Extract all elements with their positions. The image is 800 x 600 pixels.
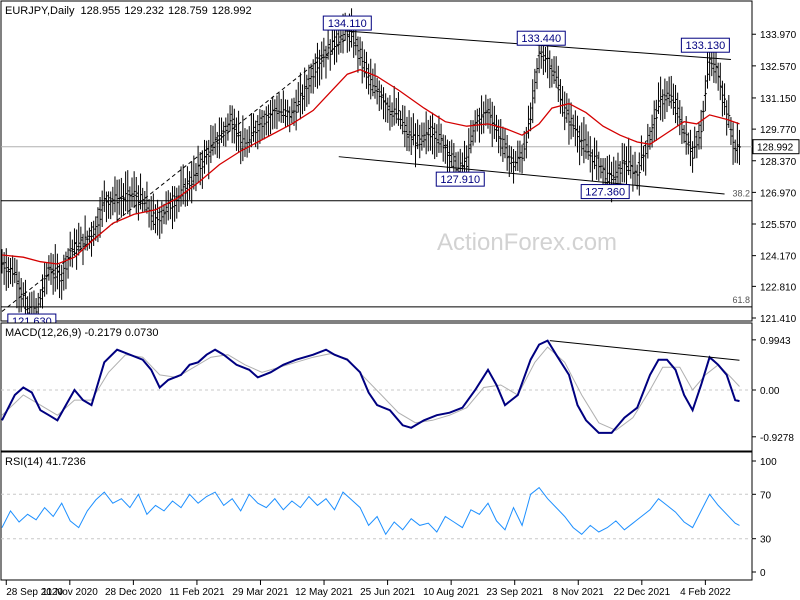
price-y-tick-label: 122.810: [760, 282, 797, 293]
rsi-panel: RSI(14) 41.7236 100 70 30 0: [0, 451, 777, 581]
rsi-label: RSI(14) 41.7236: [5, 456, 86, 468]
rsi-y-tick-label: 70: [760, 490, 772, 501]
price-y-tick-label: 132.570: [760, 62, 797, 73]
macd-y-tick-label: 0.00: [760, 386, 780, 397]
annotation-box: [322, 15, 372, 31]
annotation-label: 133.130: [685, 40, 725, 52]
annotation-box: [680, 37, 730, 53]
x-tick-label: 25 Jun 2021: [360, 587, 415, 598]
price-annotation: 127.360: [580, 184, 630, 200]
rsi-y-tick-label: 0: [760, 568, 766, 579]
annotation-box: [435, 171, 485, 187]
price-y-tick-label: 125.570: [760, 220, 797, 231]
x-tick-label: 11 Feb 2021: [169, 587, 225, 598]
last-price-label: 128.992: [757, 143, 794, 154]
macd-panel: MACD(12,26,9) -0.2179 0.0730 0.9943 0.00 -…: [0, 322, 794, 452]
x-tick-label: 8 Nov 2021: [553, 587, 605, 598]
annotation-label: 133.440: [521, 33, 561, 45]
annotation-label: 134.110: [328, 18, 367, 30]
price-y-tick-label: 126.970: [760, 188, 797, 199]
chart-title: EURJPY,Daily 128.955 129.232 128.759 128.992: [5, 5, 252, 17]
price-y-tick-label: 133.970: [760, 30, 797, 41]
fibo-level-label: 61.8: [732, 295, 750, 305]
price-y-tick-label: 124.170: [760, 252, 797, 263]
price-annotation: 127.910: [435, 171, 485, 187]
trendline: [338, 156, 725, 195]
rsi-y-tick-label: 100: [760, 457, 777, 468]
x-tick-label: 10 Aug 2021: [423, 587, 480, 598]
price-bars: [0, 8, 741, 331]
price-y-tick-label: 131.150: [760, 94, 797, 105]
annotation-box: [516, 30, 566, 46]
price-y-tick-label: 128.370: [760, 157, 797, 168]
macd-trendline: [549, 340, 740, 361]
fibo-level-label: 38.2: [732, 189, 750, 199]
x-tick-label: 4 Feb 2022: [680, 587, 731, 598]
last-price-box: [752, 139, 800, 155]
annotation-label: 127.910: [440, 174, 480, 186]
price-y-tick-label: 129.770: [760, 125, 797, 136]
rsi-y-tick-label: 30: [760, 535, 772, 546]
price-annotation: 133.440: [516, 30, 566, 46]
macd-y-tick-label: -0.9278: [760, 433, 794, 444]
rsi-line: [1, 486, 740, 536]
x-tick-label: 11 Nov 2020: [42, 587, 98, 598]
ema-line: [1, 69, 740, 265]
x-tick-label: 29 Mar 2021: [232, 587, 289, 598]
macd-line: [1, 339, 740, 434]
x-tick-label: 22 Dec 2021: [613, 587, 670, 598]
price-annotation: 134.110: [322, 15, 372, 31]
annotation-box: [580, 184, 630, 200]
x-tick-label: 23 Sep 2021: [486, 587, 543, 598]
x-tick-label: 28 Sep 2020: [6, 587, 63, 598]
x-tick-label: 12 May 2021: [295, 587, 353, 598]
macd-y-tick-label: 0.9943: [760, 336, 791, 347]
price-annotation: 133.130: [680, 37, 730, 53]
annotation-label: 127.360: [585, 187, 625, 199]
price-y-tick-label: 121.410: [760, 314, 797, 325]
x-tick-label: 28 Dec 2020: [105, 587, 162, 598]
macd-label: MACD(12,26,9) -0.2179 0.0730: [5, 327, 158, 339]
watermark: ActionForex.com: [437, 229, 617, 256]
price-panel: EURJPY,Daily 128.955 129.232 128.759 128.992…: [0, 0, 800, 331]
last-price-tag: 128.992: [752, 139, 800, 155]
